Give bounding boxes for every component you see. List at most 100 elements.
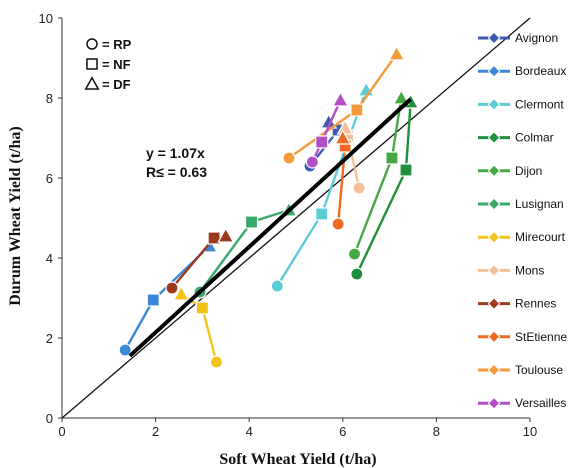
legend-item-toulouse: Toulouse <box>478 363 563 377</box>
legend-marker-bordeaux <box>487 64 501 78</box>
legend-marker-colmar <box>487 131 501 144</box>
legend-label-stetienne: StEtienne <box>515 330 567 344</box>
data-point-mirecourt-square <box>195 301 209 315</box>
legend-item-lusignan: Lusignan <box>478 197 564 211</box>
marker-key: = RP = NF = DF <box>84 37 132 92</box>
legend-label-clermont: Clermont <box>515 97 564 111</box>
legend-item-mirecourt: Mirecourt <box>478 230 566 244</box>
legend-label-mons: Mons <box>515 263 544 277</box>
axes <box>61 18 530 419</box>
legend-label-colmar: Colmar <box>515 131 554 145</box>
series-mons <box>336 119 366 195</box>
legend-item-bordeaux: Bordeaux <box>478 64 566 78</box>
legend-item-dijon: Dijon <box>478 164 542 178</box>
series-dijon <box>347 89 410 261</box>
x-tick-label: 8 <box>433 424 440 439</box>
legend-label-versailles: Versailles <box>515 396 566 410</box>
legend-marker-mirecourt <box>487 230 501 244</box>
legend-marker-toulouse <box>487 363 501 377</box>
plot-area <box>61 17 531 419</box>
data-point-clermont-circle <box>270 279 284 293</box>
regression-line <box>128 97 413 358</box>
series-toulouse <box>282 45 406 165</box>
key-circle-label: = RP <box>102 37 132 52</box>
data-point-clermont-square <box>315 207 329 221</box>
legend-label-dijon: Dijon <box>515 164 542 178</box>
data-point-toulouse-square <box>350 103 364 117</box>
legend-item-versailles: Versailles <box>478 396 566 410</box>
legend-marker-versailles <box>487 396 501 410</box>
legend-label-mirecourt: Mirecourt <box>515 230 566 244</box>
legend-marker-dijon <box>487 164 501 178</box>
legend-marker-stetienne <box>487 330 501 344</box>
data-point-dijon-square <box>385 151 399 165</box>
x-tick-label: 2 <box>152 424 159 439</box>
legend-label-bordeaux: Bordeaux <box>515 64 566 78</box>
legend-label-avignon: Avignon <box>515 31 558 45</box>
series-colmar <box>350 93 420 281</box>
series-stetienne <box>331 129 352 231</box>
series-line-bordeaux <box>124 245 211 351</box>
equation-text: y = 1.07x <box>146 145 205 161</box>
key-square-marker <box>86 58 98 70</box>
data-point-versailles-triangle <box>331 91 349 107</box>
legend-marker-mons <box>487 264 501 277</box>
legend-item-stetienne: StEtienne <box>478 330 567 344</box>
legend-label-rennes: Rennes <box>515 297 556 311</box>
key-triangle-marker <box>84 76 100 90</box>
data-point-mirecourt-triangle <box>172 285 190 301</box>
legend-label-toulouse: Toulouse <box>515 363 563 377</box>
tick-labels: 0 2 4 6 8 10 0 2 4 6 8 10 <box>39 11 538 439</box>
key-square-label: = NF <box>102 57 131 72</box>
legend-marker-rennes <box>487 297 501 310</box>
data-point-dijon-triangle <box>392 89 410 105</box>
series-versailles <box>305 91 349 169</box>
data-point-versailles-circle <box>305 155 319 169</box>
data-point-rennes-triangle <box>217 227 235 243</box>
x-tick-label: 10 <box>523 424 537 439</box>
legend-marker-lusignan <box>487 197 501 211</box>
data-point-colmar-circle <box>350 267 364 281</box>
y-axis-title: Durum Wheat Yield (t/ha) <box>7 126 24 305</box>
y-tick-label: 0 <box>46 411 53 426</box>
legend-marker-avignon <box>487 31 501 45</box>
legend-item-rennes: Rennes <box>478 297 556 311</box>
y-tick-label: 6 <box>46 171 53 186</box>
data-point-toulouse-circle <box>282 151 296 165</box>
y-tick-label: 2 <box>46 331 53 346</box>
data-point-lusignan-square <box>244 215 259 229</box>
x-tick-label: 4 <box>246 424 253 439</box>
data-point-stetienne-triangle <box>334 129 352 145</box>
data-point-mirecourt-circle <box>209 355 224 369</box>
y-tick-label: 8 <box>46 91 53 106</box>
data-point-bordeaux-square <box>146 293 160 307</box>
series-mirecourt <box>172 285 224 369</box>
series-rennes <box>165 227 235 295</box>
x-tick-label: 0 <box>58 424 65 439</box>
y-tick-label: 4 <box>46 251 53 266</box>
legend-item-colmar: Colmar <box>478 131 554 145</box>
data-point-stetienne-circle <box>331 217 345 231</box>
legend-item-avignon: Avignon <box>478 31 558 45</box>
legend-label-lusignan: Lusignan <box>515 197 564 211</box>
data-point-dijon-circle <box>347 247 362 261</box>
legend-item-mons: Mons <box>478 263 544 277</box>
x-tick-label: 6 <box>339 424 346 439</box>
data-point-colmar-square <box>399 163 413 177</box>
data-point-versailles-square <box>315 135 329 149</box>
y-tick-label: 10 <box>39 11 53 26</box>
key-triangle-label: = DF <box>102 77 131 92</box>
data-point-rennes-circle <box>165 281 179 295</box>
r-squared-text: R≤ = 0.63 <box>146 164 207 180</box>
identity-line <box>61 17 531 419</box>
regression-annotation: y = 1.07x R≤ = 0.63 <box>146 145 207 180</box>
key-circle-marker <box>86 38 98 50</box>
legend-marker-clermont <box>487 98 501 111</box>
legend-item-clermont: Clermont <box>478 97 564 111</box>
data-point-bordeaux-circle <box>118 343 132 357</box>
data-point-mons-circle <box>352 181 366 195</box>
legend: Avignon Bordeaux Clermont Colmar Dijon Lusign… <box>478 31 567 410</box>
x-axis-title: Soft Wheat Yield (t/ha) <box>219 451 376 468</box>
data-point-toulouse-triangle <box>388 45 406 61</box>
